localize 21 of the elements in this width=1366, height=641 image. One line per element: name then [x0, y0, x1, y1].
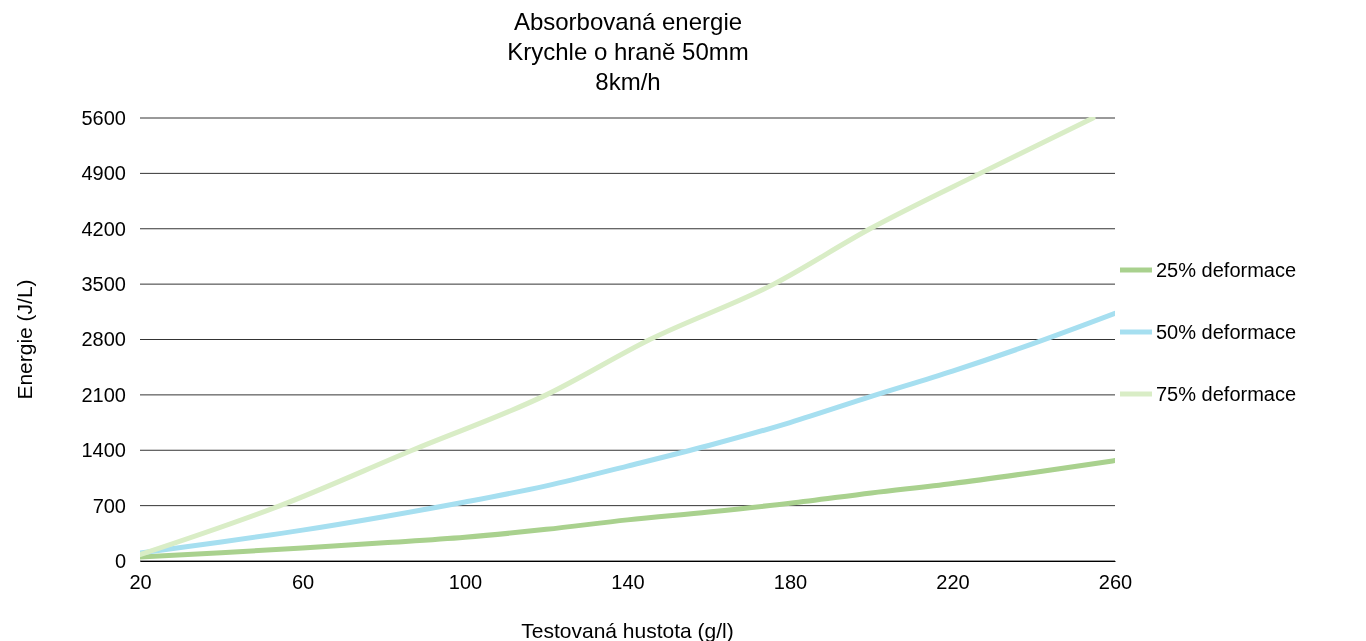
- y-tick-label: 5600: [81, 106, 126, 129]
- y-tick-label: 2800: [81, 328, 126, 351]
- x-tick-label: 140: [611, 571, 645, 594]
- y-tick-label: 4200: [81, 217, 126, 240]
- legend-label: 25% deformace: [1156, 259, 1297, 281]
- legend-label: 75% deformace: [1156, 383, 1297, 405]
- y-tick-label: 4900: [81, 162, 126, 185]
- y-tick-label: 2100: [81, 383, 126, 406]
- chart-title: Absorbovaná energie Krychle o hraně 50mm 8km/h: [507, 8, 749, 95]
- y-axis-title: Energie (J/L): [13, 279, 36, 400]
- x-tick-label: 180: [773, 571, 808, 594]
- y-tick-label: 3500: [81, 273, 126, 296]
- x-tick-label: 220: [936, 571, 970, 594]
- x-tick-label: 20: [129, 571, 152, 594]
- x-tick-label: 60: [291, 571, 315, 594]
- x-tick-label: 100: [448, 571, 483, 594]
- y-tick-label: 0: [114, 549, 126, 572]
- y-tick-label: 700: [92, 494, 126, 517]
- x-tick-label: 260: [1098, 571, 1133, 594]
- legend-label: 50% deformace: [1156, 321, 1297, 343]
- y-tick-label: 1400: [81, 439, 126, 462]
